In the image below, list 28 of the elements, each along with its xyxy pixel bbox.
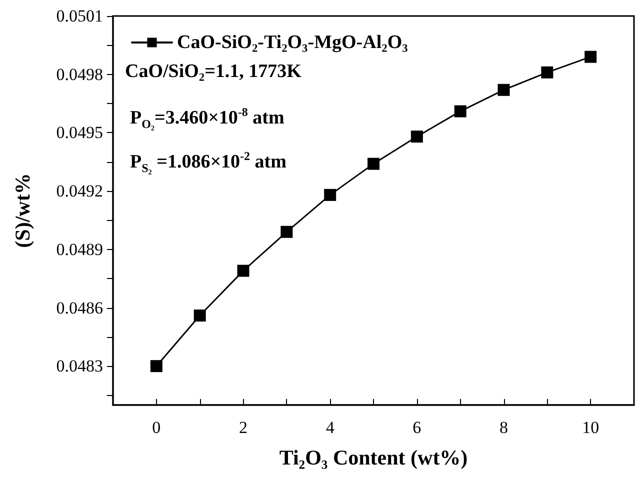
point	[454, 105, 466, 118]
point	[237, 264, 250, 277]
x-tick-label: 2	[239, 418, 248, 437]
y-tick-label: 0.0495	[56, 123, 103, 142]
x-tick-label: 10	[582, 418, 600, 437]
legend-label: CaO-SiO₂-Ti₂O₃-MgO-Al₂O₃	[177, 32, 408, 53]
point	[150, 360, 162, 372]
y-axis-title: (S)/wt%	[10, 173, 34, 248]
y-tick-label: 0.0486	[56, 298, 103, 318]
point	[584, 50, 597, 63]
y-tick-label: 0.0483	[56, 356, 103, 376]
point	[541, 66, 554, 78]
point	[194, 310, 206, 322]
x-tick-label: 8	[500, 418, 508, 437]
x-tick-label: 4	[326, 418, 335, 437]
x-axis-title: Ti₂O₃ Content (wt%)	[279, 446, 468, 470]
point	[324, 188, 336, 201]
y-tick-label: 0.0489	[56, 240, 103, 259]
x-tick-label: 0	[152, 418, 161, 437]
point	[498, 84, 510, 96]
x-tick-label: 6	[412, 418, 422, 437]
y-tick-label: 0.0498	[56, 64, 103, 84]
point	[280, 226, 293, 238]
point	[368, 158, 380, 170]
y-tick-label: 0.0492	[56, 182, 103, 201]
annotation: CaO/SiO₂=1.1, 1773K	[125, 61, 302, 82]
point	[410, 130, 423, 143]
y-tick-label: 0.0501	[56, 6, 103, 26]
